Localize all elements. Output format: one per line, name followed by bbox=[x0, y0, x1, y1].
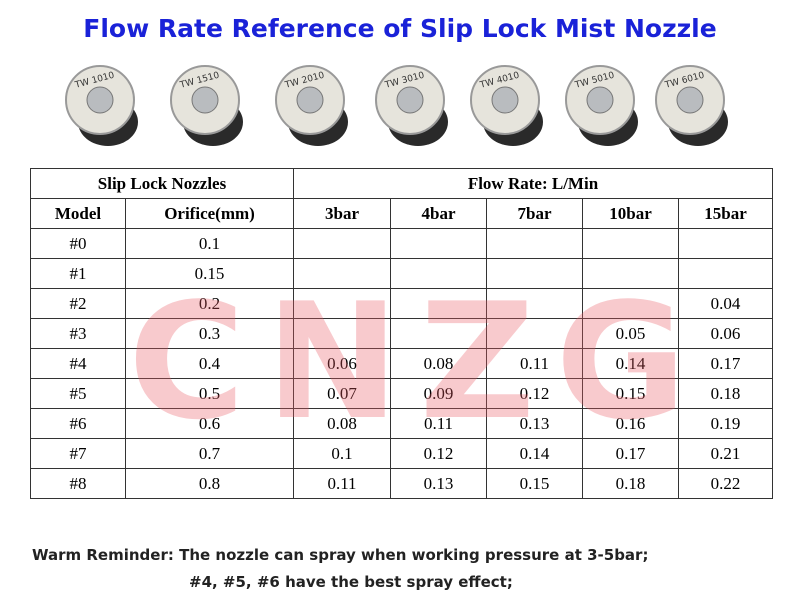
cell: 3bar bbox=[293, 198, 391, 229]
cell: 0.11 bbox=[390, 408, 487, 439]
cell: 0.14 bbox=[582, 348, 679, 379]
cell: 0.7 bbox=[125, 438, 294, 469]
cell: 0.15 bbox=[582, 378, 679, 409]
cell bbox=[678, 228, 773, 259]
nozzle-orifice bbox=[491, 86, 519, 114]
row: Slip Lock Nozzles Flow Rate: L/Min bbox=[30, 168, 773, 199]
cell: 0.08 bbox=[293, 408, 391, 439]
nozzle-orifice bbox=[296, 86, 324, 114]
cell: 0.18 bbox=[678, 378, 773, 409]
cell: 0.1 bbox=[125, 228, 294, 259]
cell bbox=[390, 228, 487, 259]
nozzle-orifice bbox=[676, 86, 704, 114]
cell: 0.13 bbox=[486, 408, 583, 439]
cell: #6 bbox=[30, 408, 126, 439]
cell: #3 bbox=[30, 318, 126, 349]
cell: 4bar bbox=[390, 198, 487, 229]
cell bbox=[582, 288, 679, 319]
cell bbox=[486, 318, 583, 349]
cell bbox=[293, 288, 391, 319]
row: #4 0.4 0.06 0.08 0.11 0.14 0.17 bbox=[30, 348, 773, 379]
cell bbox=[486, 228, 583, 259]
cell: 0.16 bbox=[582, 408, 679, 439]
cell: 0.15 bbox=[125, 258, 294, 289]
nozzle-orifice bbox=[586, 86, 614, 114]
reminder: Warm Reminder: The nozzle can spray when… bbox=[32, 542, 648, 596]
cell: 0.5 bbox=[125, 378, 294, 409]
row: #3 0.3 0.05 0.06 bbox=[30, 318, 773, 349]
cell: Flow Rate: L/Min bbox=[293, 168, 773, 199]
nozzle-images: TW 1010 TW 1510 TW 2010 TW 3010 TW 4010 TW 50… bbox=[65, 65, 728, 146]
cell bbox=[390, 258, 487, 289]
cell: 10bar bbox=[582, 198, 679, 229]
cell bbox=[486, 258, 583, 289]
cell: 0.06 bbox=[678, 318, 773, 349]
row: #8 0.8 0.11 0.13 0.15 0.18 0.22 bbox=[30, 468, 773, 499]
cell: 0.14 bbox=[486, 438, 583, 469]
nozzle-orifice bbox=[86, 86, 114, 114]
cell: 7bar bbox=[486, 198, 583, 229]
cell: 0.17 bbox=[582, 438, 679, 469]
cell bbox=[582, 228, 679, 259]
cell: 0.2 bbox=[125, 288, 294, 319]
cell: #5 bbox=[30, 378, 126, 409]
cell: 0.05 bbox=[582, 318, 679, 349]
reminder-line: Warm Reminder: The nozzle can spray when… bbox=[32, 546, 649, 564]
cell: 0.3 bbox=[125, 318, 294, 349]
row: #0 0.1 bbox=[30, 228, 773, 259]
cell: 0.12 bbox=[390, 438, 487, 469]
cell bbox=[582, 258, 679, 289]
cell: #7 bbox=[30, 438, 126, 469]
cell: 0.22 bbox=[678, 468, 773, 499]
cell: 0.11 bbox=[293, 468, 391, 499]
cell bbox=[293, 228, 391, 259]
cell: Orifice(mm) bbox=[125, 198, 294, 229]
cell: Slip Lock Nozzles bbox=[30, 168, 294, 199]
cell bbox=[678, 258, 773, 289]
row: #5 0.5 0.07 0.09 0.12 0.15 0.18 bbox=[30, 378, 773, 409]
cell: 0.04 bbox=[678, 288, 773, 319]
cell: 0.15 bbox=[486, 468, 583, 499]
cell: 0.08 bbox=[390, 348, 487, 379]
cell: #1 bbox=[30, 258, 126, 289]
nozzle-orifice bbox=[191, 86, 219, 114]
row: #7 0.7 0.1 0.12 0.14 0.17 0.21 bbox=[30, 438, 773, 469]
row: Model Orifice(mm) 3bar 4bar 7bar 10bar 15bar bbox=[30, 198, 773, 229]
cell: 0.6 bbox=[125, 408, 294, 439]
cell: #0 bbox=[30, 228, 126, 259]
cell: 0.21 bbox=[678, 438, 773, 469]
cell bbox=[293, 318, 391, 349]
cell: 0.18 bbox=[582, 468, 679, 499]
row: #1 0.15 bbox=[30, 258, 773, 289]
title: Flow Rate Reference of Slip Lock Mist No… bbox=[83, 14, 717, 43]
cell: 0.13 bbox=[390, 468, 487, 499]
cell: 0.09 bbox=[390, 378, 487, 409]
cell: #2 bbox=[30, 288, 126, 319]
cell bbox=[390, 288, 487, 319]
cell: 15bar bbox=[678, 198, 773, 229]
cell: 0.12 bbox=[486, 378, 583, 409]
cell: 0.4 bbox=[125, 348, 294, 379]
row: #6 0.6 0.08 0.11 0.13 0.16 0.19 bbox=[30, 408, 773, 439]
cell: 0.17 bbox=[678, 348, 773, 379]
flow-table: Slip Lock Nozzles Flow Rate: L/Min Model Or… bbox=[30, 168, 773, 499]
cell: 0.8 bbox=[125, 468, 294, 499]
cell: 0.1 bbox=[293, 438, 391, 469]
cell: 0.06 bbox=[293, 348, 391, 379]
cell: #4 bbox=[30, 348, 126, 379]
reminder-line: #4, #5, #6 have the best spray effect; bbox=[189, 573, 513, 591]
cell: 0.11 bbox=[486, 348, 583, 379]
cell: Model bbox=[30, 198, 126, 229]
cell: 0.19 bbox=[678, 408, 773, 439]
nozzle-orifice bbox=[396, 86, 424, 114]
cell bbox=[486, 288, 583, 319]
cell: 0.07 bbox=[293, 378, 391, 409]
cell: #8 bbox=[30, 468, 126, 499]
cell bbox=[293, 258, 391, 289]
cell bbox=[390, 318, 487, 349]
row: #2 0.2 0.04 bbox=[30, 288, 773, 319]
